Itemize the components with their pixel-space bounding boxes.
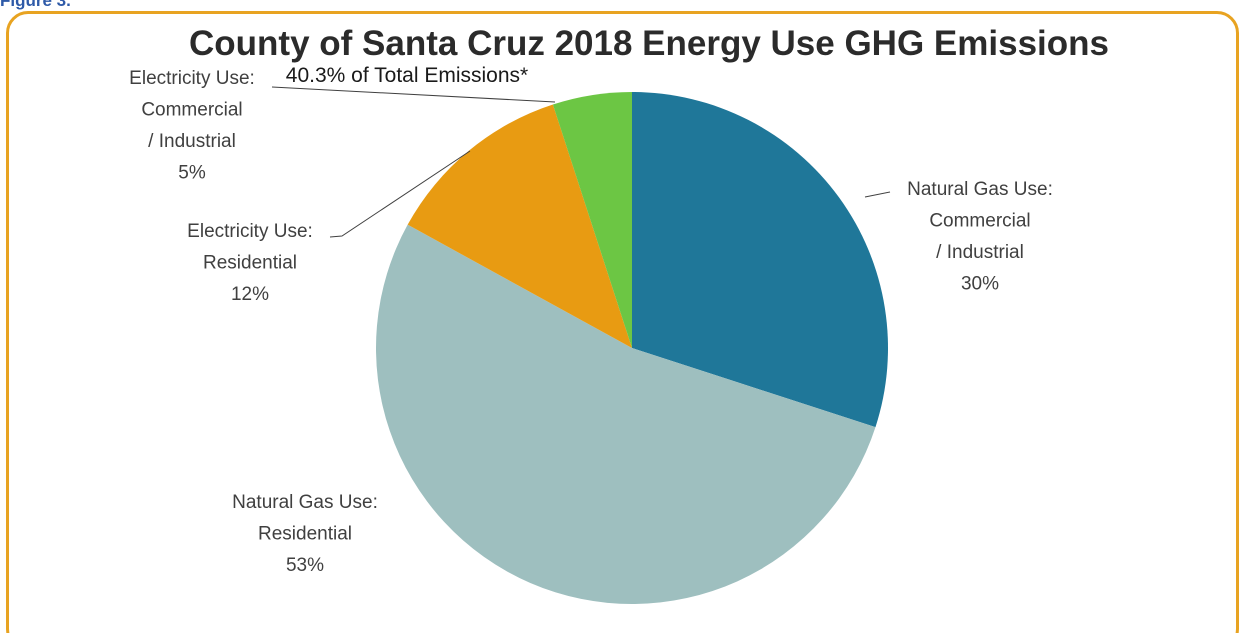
leader-lines [271,86,891,238]
pie-slice [375,224,876,605]
pie-slice [552,92,632,348]
slice-name-line: Natural Gas Use: [907,179,1053,200]
leader-line [864,191,891,198]
slice-name-line: / Industrial [148,131,236,152]
chart-title: County of Santa Cruz 2018 Energy Use GHG… [189,24,1109,63]
leader-line [329,150,471,238]
slice-label: Natural Gas Use: Residential 53% [232,492,378,576]
slice-name-line: Residential [258,524,352,545]
slice-name-line: Natural Gas Use: [232,492,378,513]
slice-name-line: Electricity Use: [187,221,313,242]
slice-name-line: Commercial [141,100,242,121]
slice-label: Natural Gas Use: Commercial / Industrial 30… [907,179,1053,295]
pie-slices [375,92,888,605]
chart-subtitle: 40.3% of Total Emissions* [286,64,528,87]
pie-slice [407,104,632,348]
pie-slice [632,92,888,428]
slice-value-label: 30% [961,274,999,295]
slice-label: Electricity Use: Commercial / Industrial 5% [129,68,255,184]
slice-label: Electricity Use: Residential 12% [187,221,313,305]
slice-value-label: 53% [286,555,324,576]
slice-name-line: Commercial [929,211,1030,232]
slice-value-label: 5% [178,163,206,184]
slice-name-line: Electricity Use: [129,68,255,89]
leader-line [271,86,556,103]
figure-label: Figure 3. [0,0,71,10]
slice-labels: Natural Gas Use: Commercial / Industrial 30… [129,68,1053,576]
slice-name-line: / Industrial [936,242,1024,263]
slice-value-label: 12% [231,284,269,305]
slice-name-line: Residential [203,253,297,274]
